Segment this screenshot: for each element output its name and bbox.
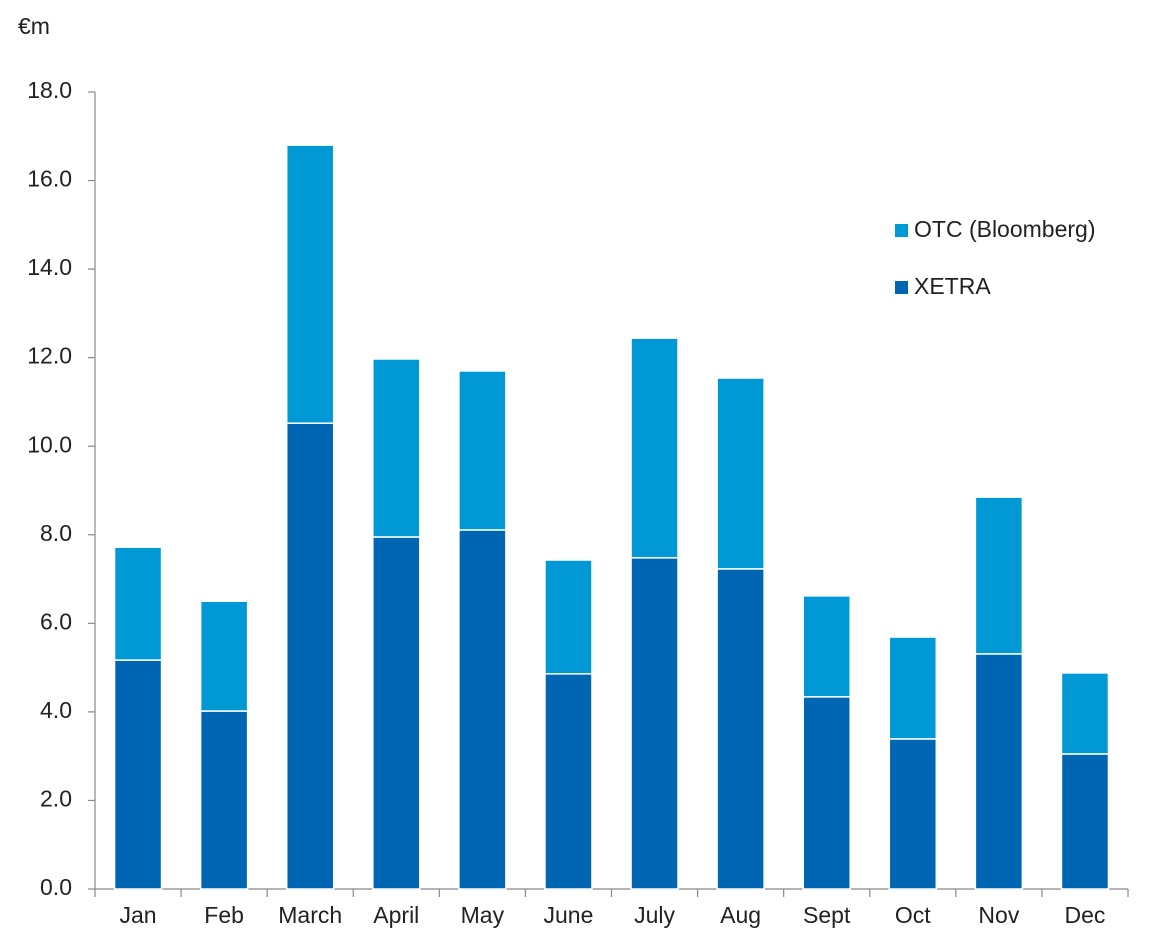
legend-swatch (895, 224, 908, 237)
bar-segment (1060, 672, 1110, 755)
bar-segment (1060, 753, 1110, 890)
bar-segment (199, 600, 249, 712)
x-tick-label: April (373, 902, 419, 928)
y-tick-label: 12.0 (27, 343, 72, 369)
x-tick-label: Aug (720, 902, 761, 928)
x-tick-label: July (634, 902, 675, 928)
bar-segment (544, 559, 593, 675)
bar-segment (458, 370, 507, 531)
bar-segment (113, 659, 163, 890)
y-tick-label: 4.0 (40, 697, 72, 723)
bar-segment (458, 529, 507, 890)
bar-segment (285, 144, 335, 424)
bar-segment (113, 546, 163, 661)
x-tick-label: May (461, 902, 505, 928)
x-tick-label: Dec (1065, 902, 1106, 928)
y-tick-label: 0.0 (40, 874, 72, 900)
bar-segment (199, 710, 249, 890)
bar-segment (716, 568, 765, 890)
bar-segment (888, 738, 938, 890)
y-tick-label: 6.0 (40, 608, 72, 634)
bar-segment (802, 696, 851, 890)
bar-segment (372, 358, 421, 538)
bar-segment (716, 377, 765, 570)
y-tick-label: 16.0 (27, 166, 72, 192)
x-tick-label: Jan (119, 902, 156, 928)
y-tick-label: 8.0 (40, 520, 72, 546)
bar-segment (372, 536, 421, 890)
y-tick-label: 2.0 (40, 786, 72, 812)
bar-segment (974, 496, 1024, 655)
x-tick-label: June (544, 902, 594, 928)
legend-label: XETRA (914, 273, 991, 299)
bar-segment (630, 337, 679, 559)
y-axis-unit: €m (18, 13, 50, 39)
legend-label: OTC (Bloomberg) (914, 216, 1095, 242)
x-tick-label: Sept (803, 902, 851, 928)
bar-segment (802, 595, 851, 698)
y-tick-label: 18.0 (27, 77, 72, 103)
legend-swatch (895, 281, 908, 294)
y-tick-label: 14.0 (27, 254, 72, 280)
bar-segment (544, 673, 593, 890)
x-tick-label: Oct (895, 902, 931, 928)
x-tick-label: Nov (978, 902, 1019, 928)
bar-segment (974, 653, 1024, 890)
y-tick-label: 10.0 (27, 431, 72, 457)
bar-segment (285, 422, 335, 890)
bar-segment (630, 557, 679, 890)
x-tick-label: March (278, 902, 342, 928)
x-tick-label: Feb (204, 902, 244, 928)
bar-segment (888, 636, 938, 740)
